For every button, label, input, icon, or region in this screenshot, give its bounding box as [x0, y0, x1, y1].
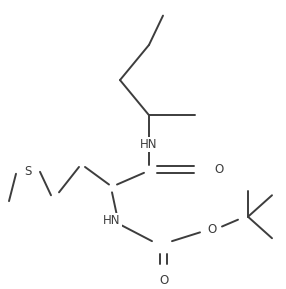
Text: HN: HN — [140, 138, 158, 151]
Text: O: O — [214, 163, 223, 176]
Text: S: S — [24, 165, 32, 178]
Text: O: O — [207, 223, 217, 236]
Text: O: O — [159, 274, 169, 287]
Text: HN: HN — [103, 214, 121, 227]
